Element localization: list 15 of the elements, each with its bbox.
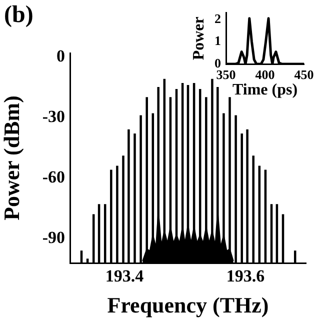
y-axis-title: Power <box>190 16 208 60</box>
y-tick-label: 1 <box>214 33 221 48</box>
x-axis-title: Time (ps) <box>232 82 298 99</box>
chart-title: (b) <box>4 2 34 29</box>
y-tick-label: -90 <box>42 228 65 248</box>
x-axis-title: Frequency (THz) <box>107 292 269 318</box>
x-tick-label: 193.4 <box>105 266 144 286</box>
y-tick-label: 0 <box>56 46 65 66</box>
x-tick-label: 400 <box>255 67 275 82</box>
y-tick-label: -30 <box>42 107 65 126</box>
y-tick-label: -60 <box>42 168 65 187</box>
y-tick-label: 2 <box>214 10 221 26</box>
y-axis-title: Power (dBm) <box>0 96 24 220</box>
x-tick-label: 450 <box>294 67 314 82</box>
x-tick-label: 193.6 <box>226 266 265 286</box>
